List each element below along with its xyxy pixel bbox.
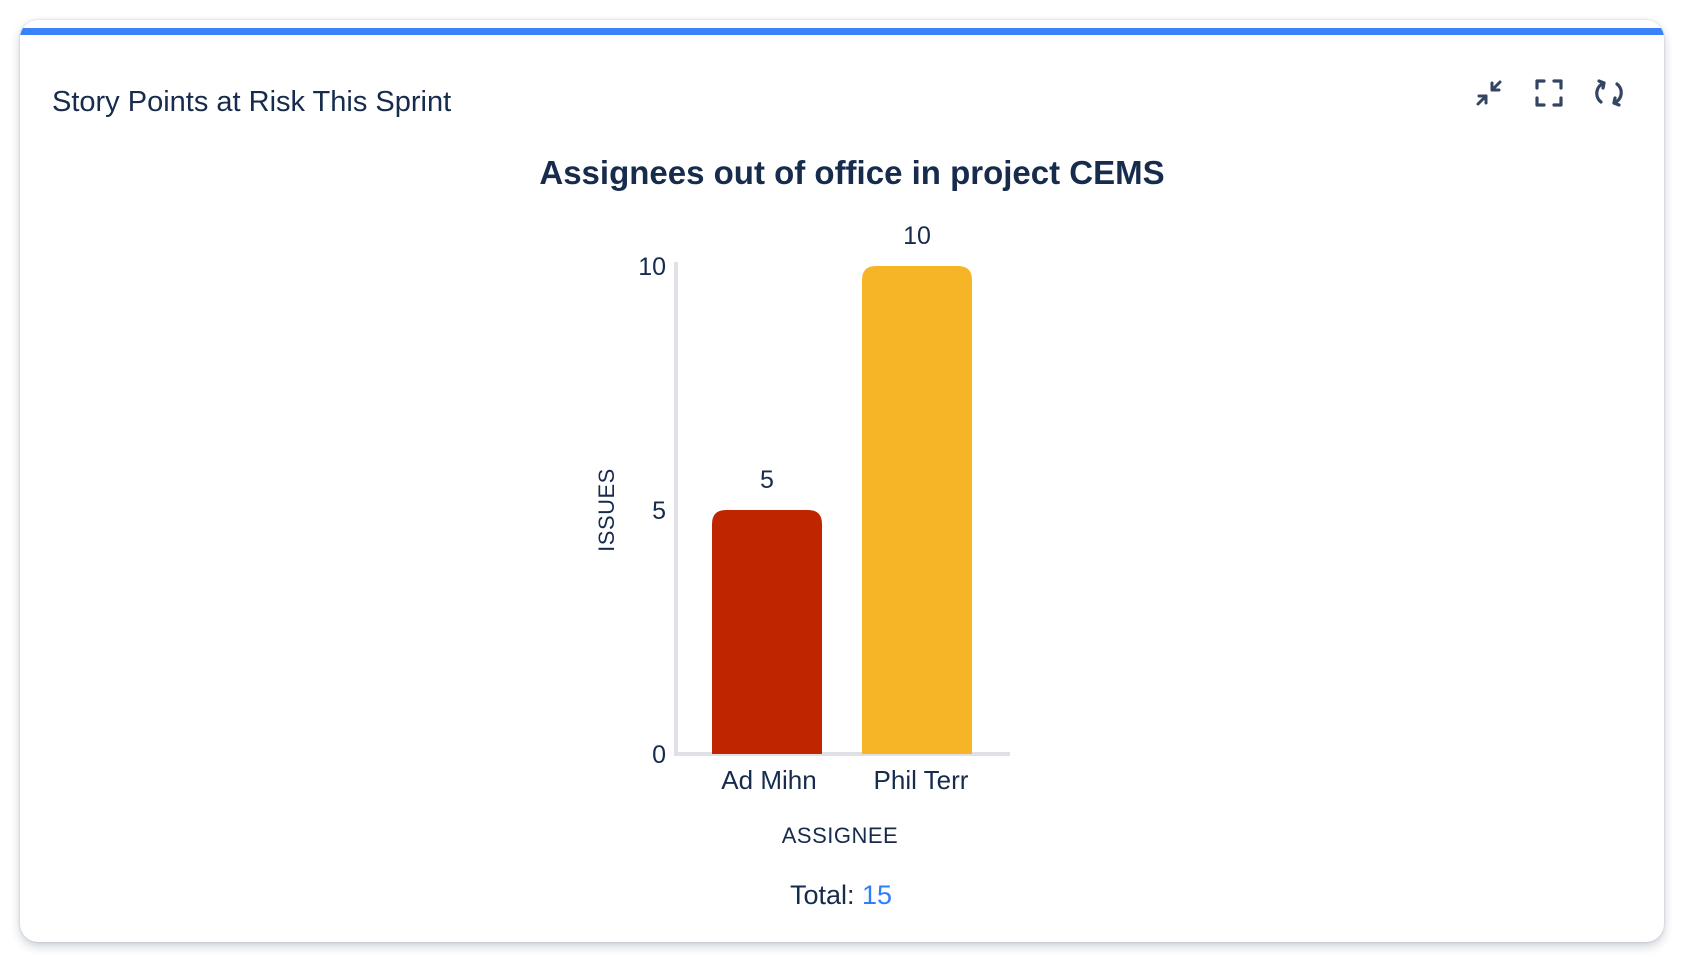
total-label: Total: <box>789 880 855 910</box>
gadget-card: Story Points at Risk This Sprint <box>20 20 1664 942</box>
y-tick-label: 0 <box>652 741 666 769</box>
refresh-button[interactable] <box>1592 76 1626 110</box>
bar <box>712 510 822 754</box>
y-axis-label: ISSUES <box>594 468 619 552</box>
fullscreen-button[interactable] <box>1532 76 1566 110</box>
bar <box>862 266 972 754</box>
x-tick-label: Ad Mihn <box>721 765 816 795</box>
minimize-icon <box>1476 80 1502 106</box>
total-summary: Total: 15 <box>0 880 1682 911</box>
bar-data-label: 10 <box>903 222 931 250</box>
refresh-icon <box>1595 79 1623 107</box>
gadget-title: Story Points at Risk This Sprint <box>52 86 452 118</box>
accent-bar <box>20 28 1664 35</box>
y-tick-label: 10 <box>638 253 666 281</box>
gadget-toolbar <box>1472 76 1626 110</box>
minimize-button[interactable] <box>1472 76 1506 110</box>
chart-title: Assignees out of office in project CEMS <box>539 154 1165 191</box>
x-axis-label: ASSIGNEE <box>782 823 898 848</box>
y-tick-label: 5 <box>652 497 666 525</box>
total-value[interactable]: 15 <box>862 880 893 910</box>
bar-data-label: 5 <box>760 466 774 494</box>
expand-icon <box>1535 79 1563 107</box>
x-tick-label: Phil Terr <box>874 765 969 795</box>
